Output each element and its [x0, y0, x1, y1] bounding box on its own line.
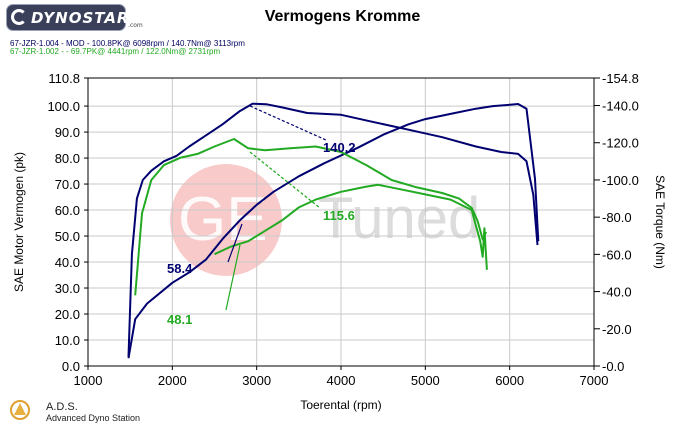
x-tick-label: 7000: [580, 373, 609, 388]
annotation-label-0: 140.2: [323, 140, 356, 155]
annotation-marks: 140.2 115.6 58.4 48.1: [167, 105, 356, 327]
logo-url: .com: [128, 22, 143, 29]
series-line-power-0: [127, 103, 540, 359]
x-tick-label: 3000: [242, 373, 271, 388]
series-lines: [127, 102, 540, 359]
y2-tick-label: -100.0: [602, 173, 639, 188]
y2-tick-label: -40.0: [602, 285, 632, 300]
y-tick-label: 70.0: [55, 177, 80, 192]
annotation-label-1: 115.6: [323, 208, 355, 223]
annotation-leader-0: [249, 105, 327, 141]
y-tick-labels: 0.0 10.0 20.0 30.0 40.0 50.0 60.0 70.0 80.0 90.0 1…: [47, 71, 88, 374]
y-tick-label: 90.0: [55, 125, 80, 140]
y-tick-label: 20.0: [55, 307, 80, 322]
grid: [88, 78, 594, 366]
y2-tick-label: -20.0: [602, 322, 632, 337]
y2-axis-label: SAE Torque (Nm): [653, 175, 667, 269]
y-tick-label: 0.0: [62, 359, 80, 374]
y-tick-label: 100.0: [47, 99, 80, 114]
series-line-torque-1: [127, 102, 539, 357]
chart-title: Vermogens Kromme: [264, 8, 421, 25]
dynostar-swirl-icon: [11, 9, 27, 25]
y-tick-label: 110.8: [48, 71, 80, 86]
y-axis-label: SAE Motor Vermogen (pk): [12, 152, 26, 292]
annotation-label-3: 48.1: [167, 312, 192, 327]
annotation-leader-2: [227, 223, 243, 263]
annotation-label-2: 58.4: [167, 261, 193, 276]
footer-title: A.D.S.: [46, 401, 78, 413]
run-label-1: 67-JZR-1.004 - MOD - 100.8PK@ 6098rpm / …: [10, 39, 245, 48]
y2-tick-label: -80.0: [602, 210, 632, 225]
y2-tick-label: -154.8: [602, 71, 639, 86]
annotation-leader-3: [225, 244, 241, 311]
dynostar-logo: DYNOSTAR: [6, 4, 130, 31]
y2-tick-label: -140.0: [602, 99, 639, 114]
y-tick-label: 10.0: [55, 333, 80, 348]
x-tick-label: 6000: [495, 373, 524, 388]
logo-text: DYNOSTAR: [31, 8, 130, 27]
run-label-2: 67-JZR-1.002 - - 69.7PK@ 4441rpm / 122.0…: [10, 47, 221, 56]
y-tick-label: 30.0: [55, 281, 80, 296]
ads-logo-icon: [10, 400, 30, 420]
y2-tick-label: -60.0: [602, 247, 632, 262]
y2-tick-labels: -0.0 -20.0 -40.0 -60.0 -80.0 -100.0 -120.0 -140…: [594, 71, 639, 374]
watermark-circle: [170, 164, 282, 276]
y-tick-label: 60.0: [55, 203, 80, 218]
y2-tick-label: -0.0: [602, 359, 624, 374]
x-tick-label: 1000: [74, 373, 103, 388]
y2-tick-label: -120.0: [602, 136, 639, 151]
series-line-torque-3: [134, 138, 488, 296]
series-line-power-2: [214, 183, 488, 270]
x-tick-labels: 1000 2000 3000 4000 5000 6000 7000: [74, 366, 609, 388]
footer-subtitle: Advanced Dyno Station: [46, 413, 141, 423]
y-tick-label: 50.0: [55, 229, 80, 244]
y-tick-label: 80.0: [55, 151, 80, 166]
x-tick-label: 5000: [411, 373, 440, 388]
y-tick-label: 40.0: [55, 255, 80, 270]
x-tick-label: 2000: [158, 373, 187, 388]
x-tick-label: 4000: [327, 373, 356, 388]
x-axis-label: Toerental (rpm): [300, 398, 381, 412]
watermark-ge: GE: [178, 185, 268, 254]
